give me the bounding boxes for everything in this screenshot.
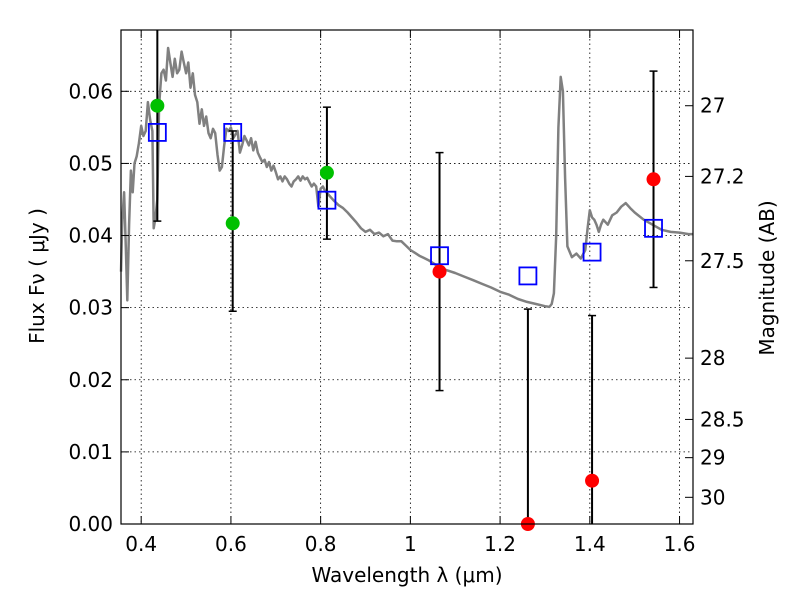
y-tick-label: 0.04 bbox=[68, 224, 113, 248]
y-axis-title: Flux Fν ( μJy ) bbox=[25, 208, 49, 344]
y2-tick-label: 27.2 bbox=[700, 164, 745, 188]
y2-tick-label: 28.5 bbox=[700, 407, 745, 431]
model-photometry-square bbox=[644, 218, 663, 238]
plot-frame bbox=[120, 29, 694, 525]
model-photometry-square bbox=[223, 123, 243, 142]
detection-point bbox=[150, 98, 165, 113]
y-tick-label: 0.02 bbox=[68, 368, 113, 392]
x-tick-label: 1.6 bbox=[664, 532, 696, 556]
x-tick-label: 0.6 bbox=[215, 532, 247, 556]
nondetection-point bbox=[432, 264, 447, 279]
y-tick-label: 0.03 bbox=[68, 296, 113, 320]
x-tick-label: 0.8 bbox=[305, 532, 337, 556]
axis-ticks: 0.4 0.6 0.8 1 1.2 1.4 1.6 0.00 0.01 0.02 0.03 0.04 0… bbox=[68, 30, 745, 556]
y-tick-label: 0.06 bbox=[68, 79, 113, 103]
y2-tick-label: 30 bbox=[700, 485, 725, 509]
y2-tick-label: 27 bbox=[700, 94, 725, 118]
plot-background bbox=[121, 30, 693, 524]
nondetection-point bbox=[585, 473, 600, 488]
y2-tick-label: 28 bbox=[700, 346, 725, 370]
model-photometry-square bbox=[582, 242, 602, 262]
nondetection-point bbox=[646, 172, 661, 187]
x-axis-title: Wavelength λ (μm) bbox=[311, 563, 502, 587]
x-tick-label: 1.2 bbox=[484, 532, 516, 556]
y2-axis-title: Magnitude (AB) bbox=[755, 200, 779, 355]
model-photometry-square bbox=[147, 123, 167, 142]
model-spectrum-line bbox=[119, 46, 693, 309]
x-tick-label: 0.4 bbox=[125, 532, 157, 556]
detection-point bbox=[319, 165, 334, 180]
model-photometry-square bbox=[430, 246, 449, 266]
y-tick-label: 0.00 bbox=[68, 512, 113, 536]
model-photometry-square bbox=[518, 266, 538, 286]
x-tick-label: 1 bbox=[404, 532, 417, 556]
model-photometry-square bbox=[317, 190, 337, 210]
detection-point bbox=[225, 216, 240, 231]
y2-tick-label: 27.5 bbox=[700, 249, 745, 273]
plot-area bbox=[119, 30, 693, 531]
x-tick-label: 1.4 bbox=[574, 532, 606, 556]
y-tick-label: 0.05 bbox=[68, 151, 113, 175]
y-tick-label: 0.01 bbox=[68, 440, 113, 464]
y2-tick-label: 29 bbox=[700, 446, 725, 470]
